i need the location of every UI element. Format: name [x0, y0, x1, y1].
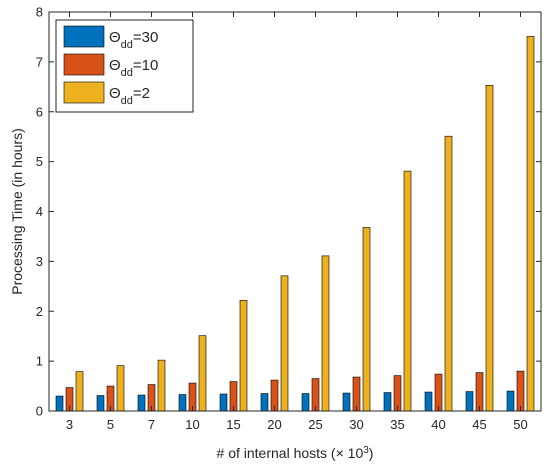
bar-series-3-cat-40	[444, 135, 453, 412]
bar-series-3-cat-45	[485, 85, 494, 412]
legend-label-1: Θdd=30	[109, 29, 158, 51]
x-tick-label: 20	[267, 417, 281, 432]
x-tick-label: 3	[66, 417, 73, 432]
legend: Θdd=30 Θdd=10 Θdd=2	[55, 19, 194, 113]
x-axis-label: # of internal hosts (× 103)	[217, 445, 374, 462]
bar-series-1-cat-30	[342, 392, 351, 412]
y-tick-label: 2	[36, 304, 43, 319]
bar-series-1-cat-25	[301, 393, 310, 412]
bar-series-1-cat-20	[260, 393, 269, 412]
y-tick-label: 6	[36, 104, 43, 119]
x-tick-label: 45	[472, 417, 486, 432]
bar-series-1-cat-45	[465, 391, 474, 412]
bar-series-1-cat-10	[178, 394, 187, 412]
x-axis-label-suffix: )	[369, 445, 374, 461]
y-axis-label: Processing Time (in hours)	[9, 128, 25, 295]
bar-series-2-cat-45	[475, 372, 484, 412]
bar-series-3-cat-50	[526, 36, 535, 412]
x-tick-label: 25	[308, 417, 322, 432]
y-tick-label: 1	[36, 354, 43, 369]
bar-series-1-cat-35	[383, 392, 392, 412]
x-tick-label: 30	[349, 417, 363, 432]
x-tick-label: 10	[185, 417, 199, 432]
bar-series-1-cat-3	[55, 395, 64, 412]
bar-series-3-cat-10	[198, 335, 207, 412]
bar-series-3-cat-7	[157, 359, 166, 412]
bar-series-2-cat-40	[434, 373, 443, 412]
y-tick-label: 8	[36, 5, 43, 20]
bar-series-3-cat-3	[75, 371, 84, 412]
y-tick-label: 7	[36, 54, 43, 69]
bar-series-2-cat-50	[516, 370, 525, 412]
bar-series-1-cat-5	[96, 395, 105, 412]
y-tick-label: 4	[36, 204, 43, 219]
x-axis-label-exponent: 3	[363, 445, 369, 456]
bar-series-3-cat-35	[403, 170, 412, 412]
bar-series-2-cat-30	[352, 376, 361, 412]
legend-swatch-3	[63, 81, 105, 104]
x-tick-label: 15	[226, 417, 240, 432]
bar-series-1-cat-40	[424, 391, 433, 412]
x-tick-label: 40	[431, 417, 445, 432]
bar-series-1-cat-50	[506, 390, 515, 412]
bar-series-2-cat-35	[393, 375, 402, 412]
x-tick-label: 7	[148, 417, 155, 432]
bar-series-3-cat-5	[116, 365, 125, 412]
legend-label-3: Θdd=2	[109, 85, 150, 107]
y-tick-label: 3	[36, 254, 43, 269]
legend-swatch-2	[63, 53, 105, 76]
x-tick-label: 35	[390, 417, 404, 432]
bar-series-3-cat-30	[362, 227, 371, 412]
x-axis-label-main: # of internal hosts (× 10	[217, 445, 364, 461]
legend-label-2: Θdd=10	[109, 57, 158, 79]
y-tick-label: 5	[36, 154, 43, 169]
bar-series-1-cat-7	[137, 394, 146, 412]
y-tick-label: 0	[36, 404, 43, 419]
bar-series-3-cat-15	[239, 299, 248, 412]
bar-series-3-cat-25	[321, 255, 330, 412]
bar-series-1-cat-15	[219, 393, 228, 412]
x-tick-label: 50	[513, 417, 527, 432]
bar-series-3-cat-20	[280, 275, 289, 412]
x-tick-label: 5	[107, 417, 114, 432]
legend-swatch-1	[63, 25, 105, 48]
bars-group	[55, 36, 535, 412]
